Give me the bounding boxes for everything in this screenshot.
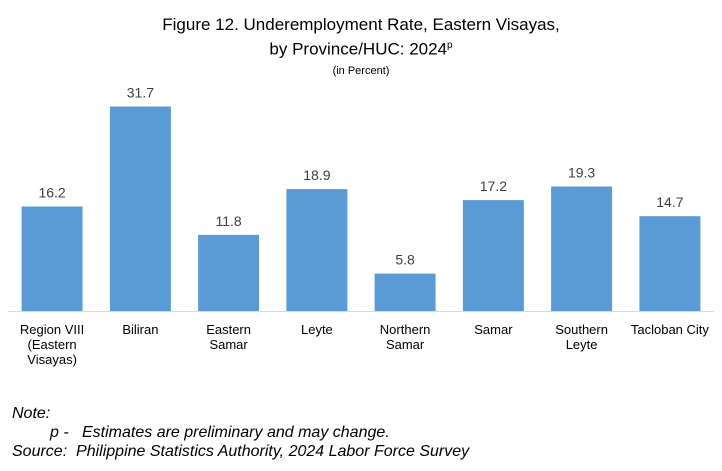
- bar: [551, 186, 613, 311]
- bar: [198, 234, 260, 311]
- title-line-2: by Province/HUC: 2024p: [0, 35, 722, 60]
- data-label: 16.2: [38, 185, 65, 201]
- category-label-line: Visayas): [27, 352, 77, 367]
- title-superscript: p: [447, 40, 453, 51]
- bar: [374, 273, 436, 311]
- category-label: Southern Leyte: [555, 322, 608, 352]
- data-label: 19.3: [568, 165, 595, 181]
- category-label: Tacloban City: [631, 322, 710, 337]
- note-label: Note:: [12, 405, 51, 422]
- category-label-line: Eastern: [206, 322, 251, 337]
- chart-title: Figure 12. Underemployment Rate, Eastern…: [0, 14, 722, 60]
- category-label: Northern Samar: [380, 322, 431, 352]
- category-label-line: Samar: [386, 337, 425, 352]
- category-label-line: Biliran: [122, 322, 158, 337]
- bar: [286, 189, 348, 311]
- bar: [21, 206, 83, 311]
- note-preliminary: p - Estimates are preliminary and may ch…: [50, 424, 390, 441]
- category-label-line: Leyte: [566, 337, 598, 352]
- data-label: 5.8: [395, 252, 415, 268]
- category-label-line: Region VIII: [20, 322, 84, 337]
- category-label-line: Leyte: [301, 322, 333, 337]
- category-label: Region VIII (Eastern Visayas): [20, 322, 84, 367]
- data-label: 11.8: [215, 213, 241, 229]
- data-label: 14.7: [656, 194, 683, 210]
- category-label-line: Northern: [380, 322, 431, 337]
- category-label-line: Southern: [555, 322, 608, 337]
- data-label: 17.2: [480, 178, 507, 194]
- category-label: Leyte: [301, 322, 333, 337]
- bar: [462, 200, 524, 311]
- bar: [639, 216, 701, 311]
- category-label: Biliran: [122, 322, 158, 337]
- category-label-line: Samar: [209, 337, 248, 352]
- category-label-line: (Eastern: [28, 337, 77, 352]
- category-label-line: Samar: [474, 322, 513, 337]
- source-line: Source: Philippine Statistics Authority,…: [12, 443, 470, 460]
- category-label-line: Tacloban City: [631, 322, 710, 337]
- title-line-2-text: by Province/HUC: 2024: [269, 39, 448, 59]
- category-label: Samar: [474, 322, 513, 337]
- data-label: 31.7: [127, 85, 154, 101]
- category-label: Eastern Samar: [206, 322, 251, 352]
- title-line-1: Figure 12. Underemployment Rate, Eastern…: [162, 15, 560, 34]
- data-label: 18.9: [303, 167, 330, 183]
- chart-subtitle: (in Percent): [332, 65, 390, 77]
- notes-block: Note: p - Estimates are preliminary and …: [12, 404, 469, 461]
- bar: [109, 106, 171, 311]
